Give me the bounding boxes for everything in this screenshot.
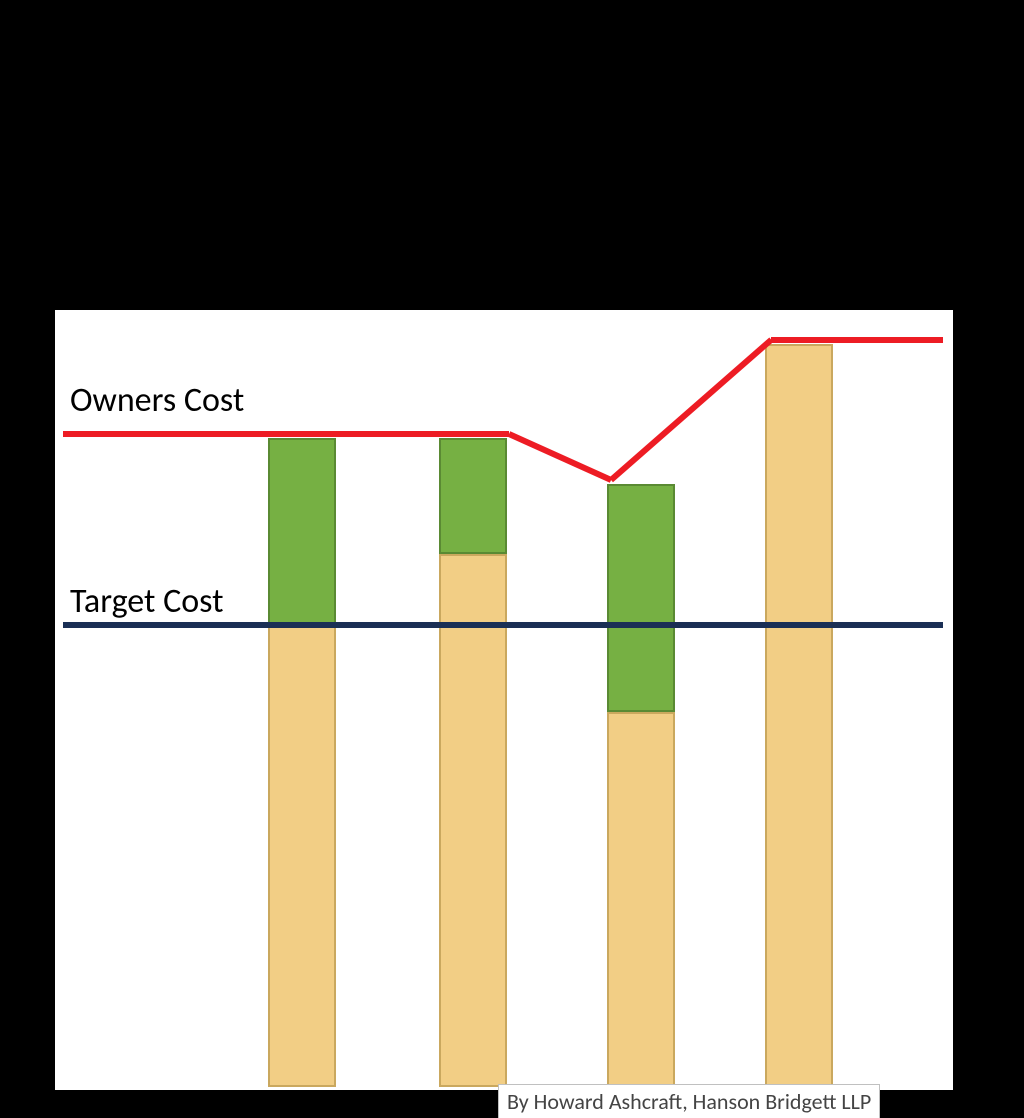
bar-0-segment-1 <box>268 625 336 1087</box>
bar-1-segment-1 <box>439 554 507 1087</box>
target-cost-label: Target Cost <box>70 581 223 622</box>
bar-0-segment-0 <box>268 438 336 625</box>
owners-cost-line-seg-0 <box>63 431 509 437</box>
bar-2-segment-0 <box>607 484 675 712</box>
attribution-box: By Howard Ashcraft, Hanson Bridgett LLP <box>498 1084 880 1118</box>
owners-cost-line-seg-3 <box>771 337 943 343</box>
bar-1-segment-0 <box>439 438 507 554</box>
attribution-text: By Howard Ashcraft, Hanson Bridgett LLP <box>507 1088 871 1115</box>
target-cost-line <box>63 622 943 628</box>
chart-area: Owners Cost Target Cost <box>55 310 953 1090</box>
owners-cost-label: Owners Cost <box>70 380 244 421</box>
bar-3-segment-0 <box>765 344 833 1087</box>
owners-cost-line-seg-1 <box>508 431 612 482</box>
bar-2-segment-1 <box>607 712 675 1087</box>
owners-cost-line-seg-2 <box>609 338 773 483</box>
